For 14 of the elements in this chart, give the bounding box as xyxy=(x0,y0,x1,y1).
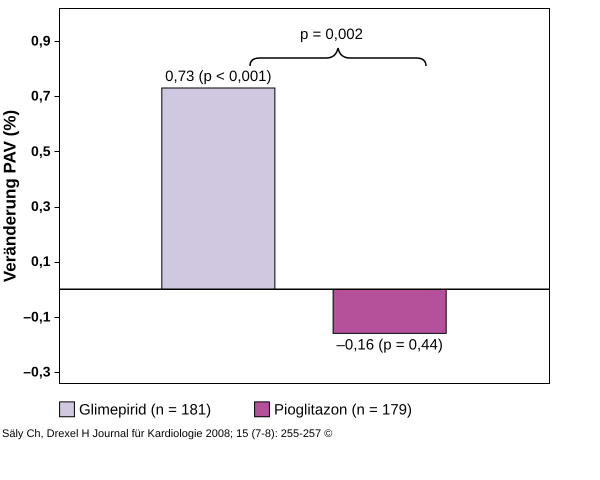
legend-label: Pioglitazon (n = 179) xyxy=(274,401,412,418)
y-tick-label: –0,3 xyxy=(23,363,51,380)
y-tick-label: 0,7 xyxy=(31,88,51,104)
y-tick-label: 0,5 xyxy=(31,142,51,159)
y-tick-label: 0,3 xyxy=(31,198,51,214)
data-label: –0,16 (p = 0,44) xyxy=(336,336,443,354)
y-tick-label: –0,1 xyxy=(23,308,51,324)
y-tick-label: 0,9 xyxy=(31,32,51,49)
annotation: p = 0,002 xyxy=(300,26,363,43)
y-axis-title: Veränderung PAV (%) xyxy=(0,110,20,282)
text: Säly Ch, Drexel H Journal für Kardiologie 2008; 15 (7-8): 255-257 © xyxy=(2,428,332,440)
y-tick-label: 0,1 xyxy=(31,253,51,270)
data-label: 0,73 (p < 0,001) xyxy=(165,68,272,85)
legend-label: Glimepirid (n = 181) xyxy=(79,401,212,418)
